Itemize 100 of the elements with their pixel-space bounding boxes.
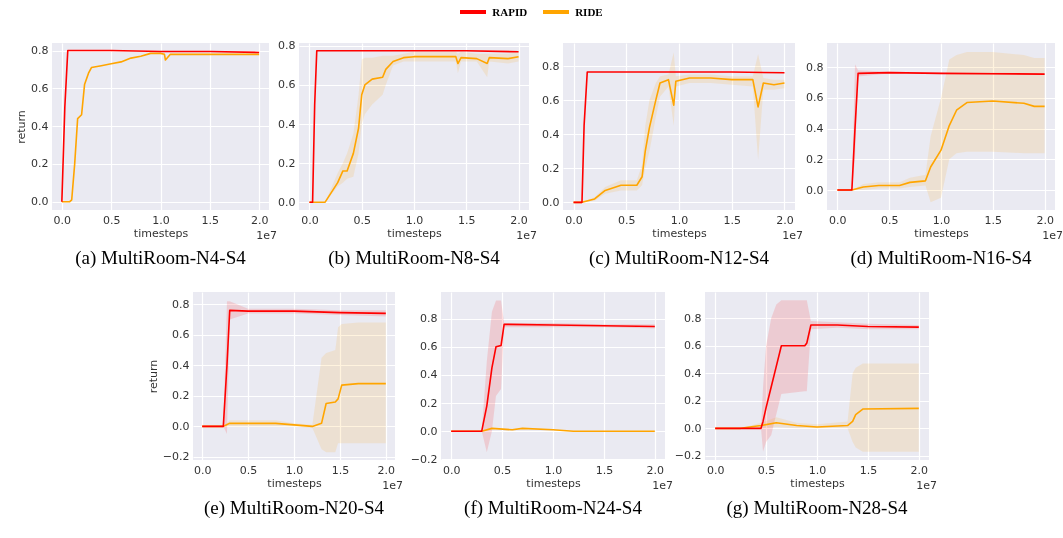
x-tick-label: 0.0 bbox=[301, 213, 319, 227]
x-tick-label: 2.0 bbox=[510, 213, 528, 227]
text: 1e7 bbox=[1042, 229, 1063, 242]
x-tick-label: 1.0 bbox=[932, 213, 951, 227]
y-tick-label: 0.0 bbox=[31, 195, 49, 209]
x-tick-label: 1.5 bbox=[723, 213, 741, 227]
y-tick-label: 0.8 bbox=[542, 59, 560, 73]
line-series bbox=[450, 323, 656, 432]
text: 1e7 bbox=[382, 479, 403, 492]
y-tick-label: 0.6 bbox=[278, 78, 296, 92]
y-tick-label: 0.8 bbox=[806, 60, 824, 74]
y-tick-label: 0.6 bbox=[31, 81, 49, 95]
y-axis-title: return bbox=[15, 110, 29, 144]
y-tick-label: −0.2 bbox=[410, 452, 438, 466]
x-axis-title: timesteps bbox=[914, 226, 969, 240]
y-tick-label: 0.4 bbox=[172, 358, 190, 372]
x-tick-label: 0.5 bbox=[239, 463, 258, 477]
legend-label: RAPID bbox=[491, 6, 528, 18]
text: (a) MultiRoom-N4-S4 bbox=[75, 247, 247, 269]
y-tick-label: −0.2 bbox=[674, 449, 702, 463]
y-tick-label: 0.0 bbox=[684, 421, 702, 435]
x-tick-label: 1.5 bbox=[458, 213, 476, 227]
y-tick-label: 0.0 bbox=[806, 183, 824, 197]
y-tick-label: 0.2 bbox=[542, 161, 560, 175]
text: (c) MultiRoom-N12-S4 bbox=[589, 247, 770, 269]
y-tick-label: 0.4 bbox=[684, 366, 702, 380]
y-tick-label: 0.0 bbox=[172, 419, 190, 433]
x-tick-label: 0.0 bbox=[829, 213, 847, 227]
x-tick-label: 1.0 bbox=[152, 213, 170, 227]
y-tick-label: 0.0 bbox=[542, 195, 560, 209]
y-tick-label: 0.2 bbox=[806, 152, 824, 166]
x-tick-label: 2.0 bbox=[776, 213, 794, 227]
x-tick-label: 2.0 bbox=[250, 213, 269, 227]
x-tick-label: 0.5 bbox=[493, 463, 512, 477]
x-tick-label: 0.5 bbox=[618, 213, 636, 227]
y-tick-label: 0.0 bbox=[278, 195, 296, 209]
text: 1e7 bbox=[782, 229, 803, 242]
y-tick-label: 0.4 bbox=[806, 122, 824, 136]
x-tick-label: 1.5 bbox=[595, 463, 614, 477]
y-tick-label: 0.6 bbox=[684, 339, 702, 353]
y-tick-label: 0.8 bbox=[172, 297, 190, 311]
x-axis-title: timesteps bbox=[790, 476, 845, 490]
x-tick-label: 1.5 bbox=[201, 213, 220, 227]
y-tick-label: 0.8 bbox=[420, 312, 438, 326]
x-tick-label: 2.0 bbox=[646, 463, 665, 477]
y-tick-label: 0.8 bbox=[31, 44, 49, 58]
text: 1e7 bbox=[652, 479, 673, 492]
x-tick-label: 0.5 bbox=[757, 463, 776, 477]
x-tick-label: 0.0 bbox=[193, 463, 212, 477]
text: (g) MultiRoom-N28-S4 bbox=[726, 497, 909, 519]
y-tick-label: 0.2 bbox=[278, 156, 296, 170]
x-tick-label: 1.0 bbox=[544, 463, 563, 477]
x-tick-label: 0.5 bbox=[102, 213, 121, 227]
y-tick-label: 0.2 bbox=[420, 396, 438, 410]
x-tick-label: 2.0 bbox=[1036, 213, 1054, 227]
y-tick-label: 0.6 bbox=[806, 91, 824, 105]
text: 1e7 bbox=[916, 479, 937, 492]
x-tick-label: 1.0 bbox=[670, 213, 689, 227]
x-tick-label: 1.0 bbox=[808, 463, 827, 477]
text: (b) MultiRoom-N8-S4 bbox=[328, 247, 501, 269]
x-axis-title: timesteps bbox=[387, 226, 442, 240]
x-tick-label: 0.0 bbox=[442, 463, 461, 477]
y-tick-label: 0.4 bbox=[542, 127, 560, 141]
text: 1e7 bbox=[256, 229, 277, 242]
x-tick-label: 1.5 bbox=[331, 463, 350, 477]
legend-label: RIDE bbox=[574, 6, 603, 18]
y-tick-label: 0.6 bbox=[420, 340, 438, 354]
x-tick-label: 1.5 bbox=[984, 213, 1003, 227]
y-tick-label: 0.8 bbox=[684, 311, 702, 325]
x-tick-label: 0.0 bbox=[706, 463, 725, 477]
y-tick-label: −0.2 bbox=[162, 450, 190, 464]
x-tick-label: 1.5 bbox=[859, 463, 878, 477]
y-tick-label: 0.6 bbox=[542, 93, 560, 107]
x-axis-title: timesteps bbox=[652, 226, 707, 240]
y-tick-label: 0.4 bbox=[420, 368, 438, 382]
x-tick-label: 1.0 bbox=[285, 463, 304, 477]
x-tick-label: 2.0 bbox=[377, 463, 396, 477]
x-tick-label: 0.0 bbox=[53, 213, 72, 227]
y-tick-label: 0.8 bbox=[278, 39, 296, 53]
y-tick-label: 0.2 bbox=[31, 157, 49, 171]
text: 1e7 bbox=[516, 229, 537, 242]
text: (e) MultiRoom-N20-S4 bbox=[204, 497, 385, 519]
x-tick-label: 0.5 bbox=[353, 213, 371, 227]
x-axis-title: timesteps bbox=[526, 476, 581, 490]
y-tick-label: 0.0 bbox=[420, 424, 438, 438]
x-axis-title: timesteps bbox=[133, 226, 189, 240]
x-tick-label: 1.0 bbox=[405, 213, 424, 227]
y-axis-title: return bbox=[146, 359, 160, 394]
y-tick-label: 0.2 bbox=[684, 394, 702, 408]
y-tick-label: 0.6 bbox=[172, 328, 190, 342]
y-tick-label: 0.2 bbox=[172, 389, 190, 403]
y-tick-label: 0.4 bbox=[278, 117, 296, 131]
x-tick-label: 0.5 bbox=[880, 213, 899, 227]
y-tick-label: 0.4 bbox=[31, 119, 49, 133]
text: (d) MultiRoom-N16-S4 bbox=[850, 247, 1033, 269]
x-tick-label: 2.0 bbox=[910, 463, 929, 477]
line-series bbox=[714, 324, 920, 430]
x-tick-label: 0.0 bbox=[565, 213, 583, 227]
x-axis-title: timesteps bbox=[267, 476, 322, 490]
text: (f) MultiRoom-N24-S4 bbox=[464, 497, 643, 519]
